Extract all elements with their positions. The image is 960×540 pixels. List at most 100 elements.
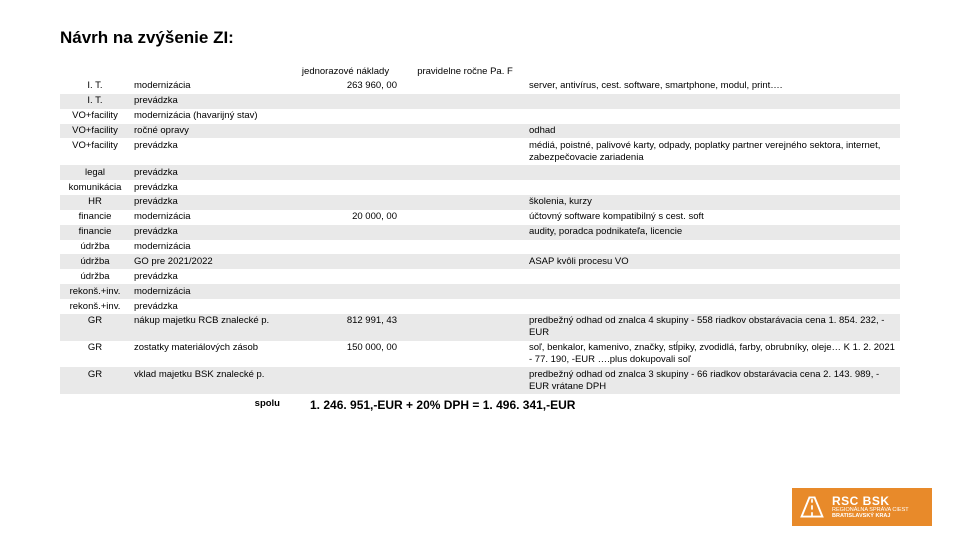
cell-c4 <box>405 138 525 165</box>
table-row: I. T.prevádzka <box>60 94 900 109</box>
cell-c1: údržba <box>60 254 130 269</box>
logo-line1: RSC BSK <box>832 495 909 507</box>
cell-c3 <box>290 225 405 240</box>
cell-c3 <box>290 180 405 195</box>
cell-c2: vklad majetku BSK znalecké p. <box>130 367 290 394</box>
header-jednorazove: jednorazové náklady <box>290 64 405 79</box>
cell-c4 <box>405 195 525 210</box>
cell-c5: školenia, kurzy <box>525 195 900 210</box>
cell-c3 <box>290 138 405 165</box>
cell-c5 <box>525 269 900 284</box>
cell-c4 <box>405 94 525 109</box>
cell-c5: audity, poradca podnikateľa, licencie <box>525 225 900 240</box>
cell-c4 <box>405 165 525 180</box>
cell-c4 <box>405 269 525 284</box>
table-row: GRnákup majetku RCB znalecké p.812 991, … <box>60 314 900 341</box>
cell-c1: legal <box>60 165 130 180</box>
cell-c5: predbežný odhad od znalca 4 skupiny - 55… <box>525 314 900 341</box>
cell-c3 <box>290 367 405 394</box>
cell-c1: VO+facility <box>60 109 130 124</box>
table-row: VO+facilitymodernizácia (havarijný stav) <box>60 109 900 124</box>
cell-c4 <box>405 225 525 240</box>
cell-c5: odhad <box>525 124 900 139</box>
cell-c2: prevádzka <box>130 138 290 165</box>
cell-c4 <box>405 109 525 124</box>
cell-c3 <box>290 240 405 255</box>
proposal-table: jednorazové náklady pravidelne ročne Pa.… <box>60 64 900 417</box>
table-row: údržbamodernizácia <box>60 240 900 255</box>
cell-c4 <box>405 254 525 269</box>
cell-c1: rekonš.+inv. <box>60 299 130 314</box>
rsc-bsk-logo: RSC BSK REGIONÁLNA SPRÁVA CIEST BRATISLA… <box>792 488 932 526</box>
total-row: spolu1. 246. 951,-EUR + 20% DPH = 1. 496… <box>60 394 900 417</box>
header-pravidelne: pravidelne ročne Pa. F <box>405 64 525 79</box>
cell-c1: VO+facility <box>60 124 130 139</box>
cell-c5 <box>525 240 900 255</box>
cell-c2: modernizácia <box>130 210 290 225</box>
table-row: GRzostatky materiálových zásob150 000, 0… <box>60 341 900 368</box>
cell-c2: prevádzka <box>130 165 290 180</box>
total-value: 1. 246. 951,-EUR + 20% DPH = 1. 496. 341… <box>290 394 900 417</box>
table-row: údržbaprevádzka <box>60 269 900 284</box>
table-row: financieprevádzkaaudity, poradca podnika… <box>60 225 900 240</box>
cell-c1: rekonš.+inv. <box>60 284 130 299</box>
table-row: VO+facilityročné opravyodhad <box>60 124 900 139</box>
cell-c5: ASAP kvôli procesu VO <box>525 254 900 269</box>
cell-c3 <box>290 269 405 284</box>
cell-c4 <box>405 124 525 139</box>
table-row: rekonš.+inv.modernizácia <box>60 284 900 299</box>
total-label: spolu <box>60 394 290 417</box>
cell-c2: prevádzka <box>130 180 290 195</box>
cell-c1: VO+facility <box>60 138 130 165</box>
cell-c5 <box>525 109 900 124</box>
cell-c3: 812 991, 43 <box>290 314 405 341</box>
cell-c3 <box>290 254 405 269</box>
cell-c3 <box>290 94 405 109</box>
cell-c3 <box>290 165 405 180</box>
cell-c5 <box>525 284 900 299</box>
table-row: údržbaGO pre 2021/2022 ASAP kvôli procesu… <box>60 254 900 269</box>
cell-c4 <box>405 299 525 314</box>
cell-c5: účtovný software kompatibilný s cest. so… <box>525 210 900 225</box>
cell-c1: údržba <box>60 269 130 284</box>
cell-c5: predbežný odhad od znalca 3 skupiny - 66… <box>525 367 900 394</box>
header-col5 <box>525 64 900 79</box>
cell-c1: financie <box>60 210 130 225</box>
header-col1 <box>60 64 130 79</box>
cell-c2: prevádzka <box>130 195 290 210</box>
cell-c3 <box>290 109 405 124</box>
cell-c2: prevádzka <box>130 269 290 284</box>
header-col2 <box>130 64 290 79</box>
table-row: VO+facilityprevádzkamédiá, poistné, pali… <box>60 138 900 165</box>
logo-line3: BRATISLAVSKÝ KRAJ <box>832 514 909 520</box>
cell-c5 <box>525 165 900 180</box>
cell-c4 <box>405 210 525 225</box>
table-row: rekonš.+inv.prevádzka <box>60 299 900 314</box>
cell-c2: prevádzka <box>130 299 290 314</box>
table-row: komunikáciaprevádzka <box>60 180 900 195</box>
cell-c2: modernizácia <box>130 79 290 94</box>
cell-c3 <box>290 299 405 314</box>
table-row: financiemodernizácia20 000, 00 účtovný so… <box>60 210 900 225</box>
cell-c2: GO pre 2021/2022 <box>130 254 290 269</box>
cell-c1: I. T. <box>60 94 130 109</box>
cell-c5 <box>525 299 900 314</box>
cell-c3 <box>290 195 405 210</box>
cell-c2: modernizácia (havarijný stav) <box>130 109 290 124</box>
cell-c1: I. T. <box>60 79 130 94</box>
cell-c1: komunikácia <box>60 180 130 195</box>
table-row: GRvklad majetku BSK znalecké p. predbežný… <box>60 367 900 394</box>
cell-c3: 20 000, 00 <box>290 210 405 225</box>
cell-c2: modernizácia <box>130 284 290 299</box>
cell-c2: zostatky materiálových zásob <box>130 341 290 368</box>
cell-c2: nákup majetku RCB znalecké p. <box>130 314 290 341</box>
cell-c2: modernizácia <box>130 240 290 255</box>
cell-c4 <box>405 341 525 368</box>
cell-c1: HR <box>60 195 130 210</box>
cell-c1: GR <box>60 367 130 394</box>
cell-c3 <box>290 124 405 139</box>
cell-c3: 263 960, 00 <box>290 79 405 94</box>
road-icon <box>798 493 826 521</box>
cell-c4 <box>405 284 525 299</box>
cell-c1: financie <box>60 225 130 240</box>
